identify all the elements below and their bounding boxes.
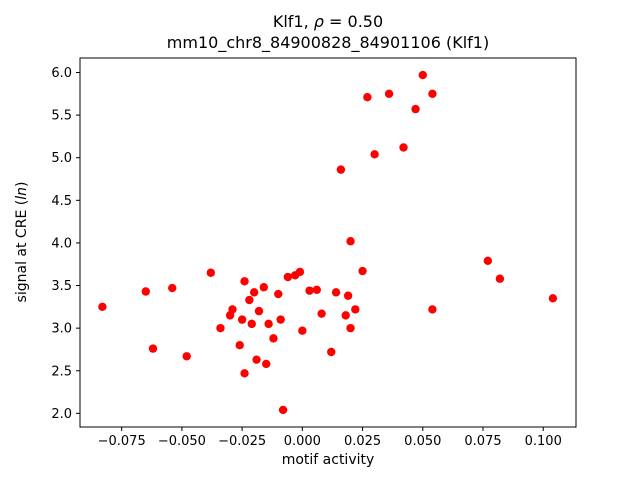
data-point: [269, 334, 278, 343]
data-point: [317, 309, 326, 318]
x-tick-label: 0.000: [284, 434, 321, 449]
data-point: [264, 319, 273, 329]
data-point: [240, 277, 249, 286]
data-point: [237, 315, 247, 324]
data-point: [182, 352, 191, 361]
y-tick-label: 5.5: [51, 109, 72, 124]
data-point: [216, 323, 225, 333]
data-point: [411, 104, 420, 114]
data-point: [283, 272, 293, 282]
y-tick-label: 4.0: [51, 236, 72, 251]
data-point: [278, 405, 288, 415]
chart-title: Klf1, ρ = 0.50: [80, 12, 576, 31]
data-point: [141, 287, 150, 296]
data-point: [358, 266, 367, 276]
data-point: [98, 302, 107, 312]
y-tick-label: 6.0: [51, 66, 72, 81]
data-point: [341, 311, 350, 320]
data-point: [351, 305, 360, 314]
chart-title-value: = 0.50: [323, 12, 384, 31]
data-point: [336, 165, 346, 174]
y-tick-label: 2.0: [51, 407, 72, 422]
data-point: [245, 295, 254, 305]
data-point: [206, 268, 216, 277]
y-tick-label: 3.5: [51, 279, 72, 294]
data-point: [274, 289, 283, 299]
x-tick-label: 0.025: [344, 434, 381, 449]
data-point: [240, 369, 249, 378]
data-point: [327, 347, 336, 357]
data-point: [399, 143, 408, 152]
x-tick-label: −0.075: [98, 434, 146, 449]
data-point: [228, 305, 237, 314]
x-tick-label: −0.025: [218, 434, 266, 449]
data-point: [495, 274, 505, 283]
y-tick-label: 4.5: [51, 194, 72, 209]
data-point: [235, 340, 244, 350]
data-point: [428, 305, 437, 314]
x-tick-label: 0.075: [464, 434, 501, 449]
data-point: [298, 326, 307, 335]
chart-title-rho: ρ: [313, 12, 324, 31]
y-tick-label: 5.0: [51, 151, 72, 166]
data-point: [343, 291, 353, 300]
data-point: [252, 355, 261, 364]
x-tick-label: −0.050: [158, 434, 206, 449]
x-tick-label: 0.100: [525, 434, 562, 449]
data-point: [346, 323, 355, 333]
data-point: [370, 150, 379, 159]
data-point: [259, 283, 269, 292]
data-point: [276, 315, 285, 324]
data-point: [249, 288, 259, 297]
data-point: [312, 285, 321, 294]
data-point: [295, 267, 305, 277]
data-point: [262, 359, 271, 369]
data-point: [483, 256, 493, 266]
x-tick-label: 0.050: [404, 434, 441, 449]
chart-subtitle: mm10_chr8_84900828_84901106 (Klf1): [166, 33, 490, 52]
y-tick-label: 2.5: [51, 364, 72, 379]
x-axis-label: motif activity: [281, 452, 375, 468]
data-point: [346, 237, 355, 246]
chart-title-prefix: Klf1,: [272, 12, 314, 31]
y-tick-label: 3.0: [51, 322, 72, 337]
data-point: [331, 288, 341, 297]
data-point: [254, 306, 264, 316]
data-point: [548, 294, 558, 303]
axes-frame: [79, 57, 577, 428]
data-point: [148, 344, 158, 353]
data-point: [384, 89, 394, 98]
data-point: [168, 283, 177, 293]
data-point: [305, 286, 314, 295]
data-point: [428, 89, 437, 98]
data-point: [418, 70, 427, 80]
data-point: [363, 93, 372, 102]
data-point: [247, 319, 256, 329]
